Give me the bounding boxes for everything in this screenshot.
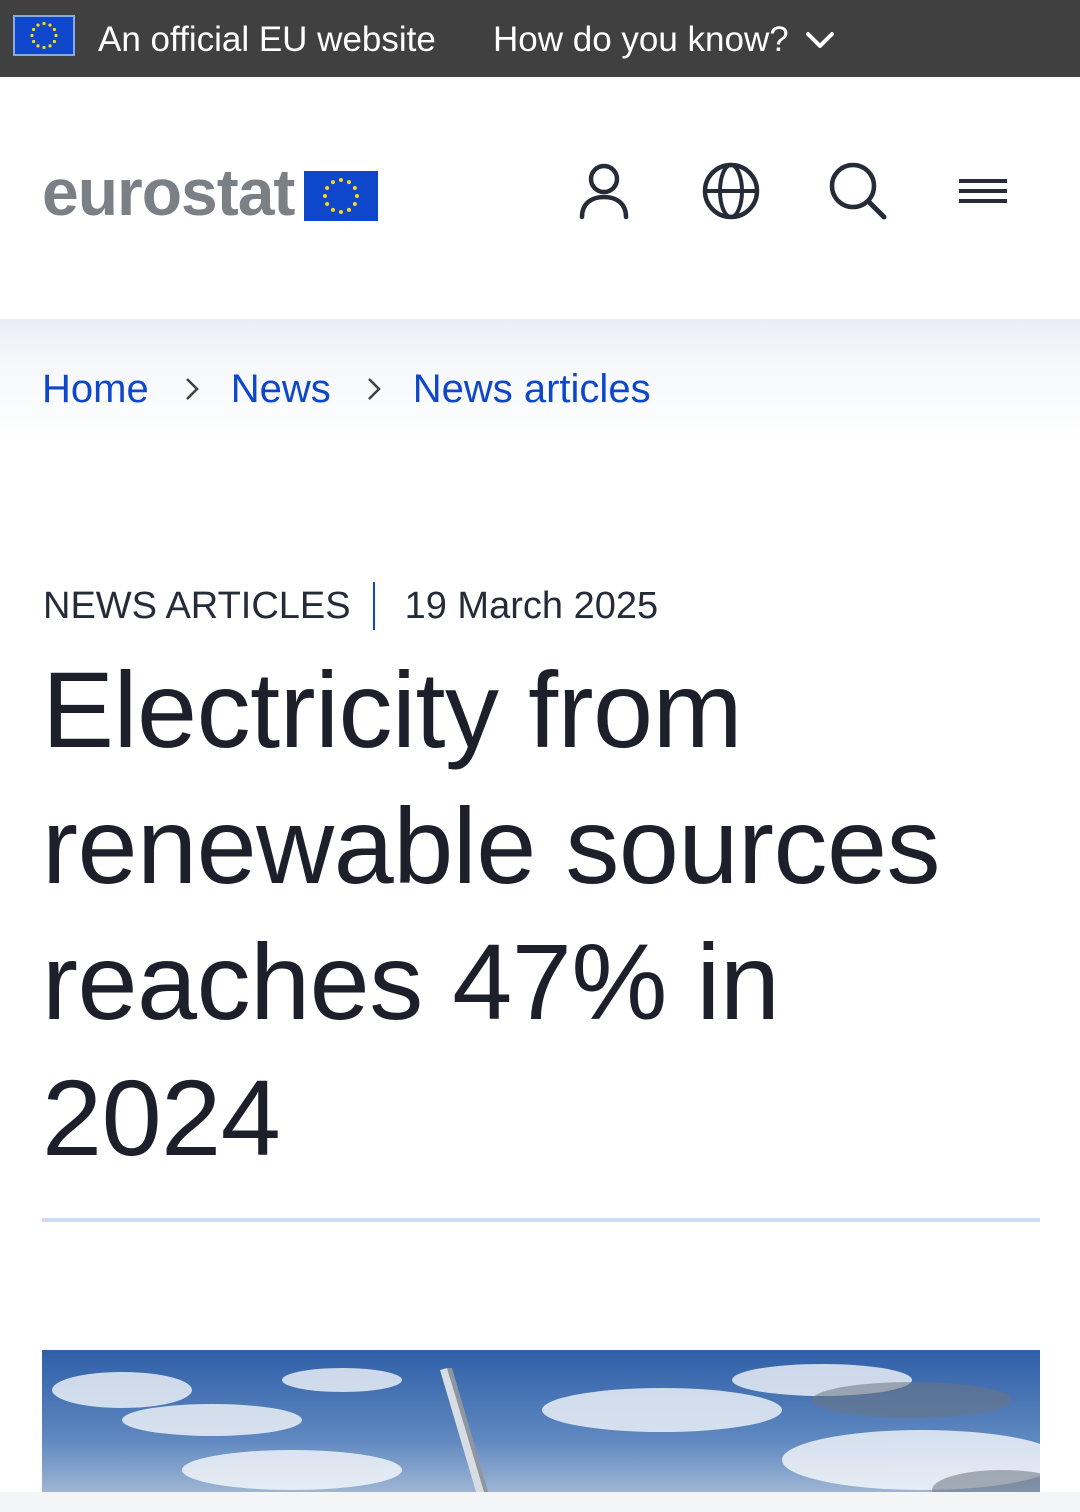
eu-flag-icon [304,171,379,221]
search-icon[interactable] [826,159,890,223]
user-icon[interactable] [572,159,636,223]
article-date: 19 March 2025 [404,585,659,627]
wind-turbine-image [52,1364,1040,1512]
chevron-down-icon [805,32,834,48]
eu-flag-icon [13,15,75,56]
eu-official-banner: An official EU website How do you know? [0,0,1080,77]
eurostat-logo[interactable]: eurostat [42,155,379,229]
bottom-toolbar-strip [0,1492,1080,1512]
article-meta: NEWS ARTICLES 19 March 2025 [43,582,658,630]
breadcrumb-band: Home News News articles [0,319,1080,444]
logo-wordmark: eurostat [42,155,295,229]
how-do-you-know-button[interactable]: How do you know? [493,20,837,60]
menu-icon[interactable] [951,159,1015,223]
title-divider [42,1218,1040,1222]
site-header: eurostat [0,77,1080,319]
how-do-you-know-label: How do you know? [493,20,789,59]
breadcrumb-news-articles[interactable]: News articles [412,367,651,411]
breadcrumb: Home News News articles [42,366,651,412]
chevron-right-icon [367,378,381,400]
article-category: NEWS ARTICLES [43,585,351,627]
globe-icon[interactable] [699,159,763,223]
chevron-right-icon [185,378,199,400]
breadcrumb-home[interactable]: Home [42,367,149,411]
eu-official-text: An official EU website [98,20,436,59]
meta-divider [372,582,375,630]
page-title: Electricity from renewable sources reach… [42,649,941,1178]
article-hero-image [42,1350,1040,1512]
breadcrumb-news[interactable]: News [230,367,331,411]
